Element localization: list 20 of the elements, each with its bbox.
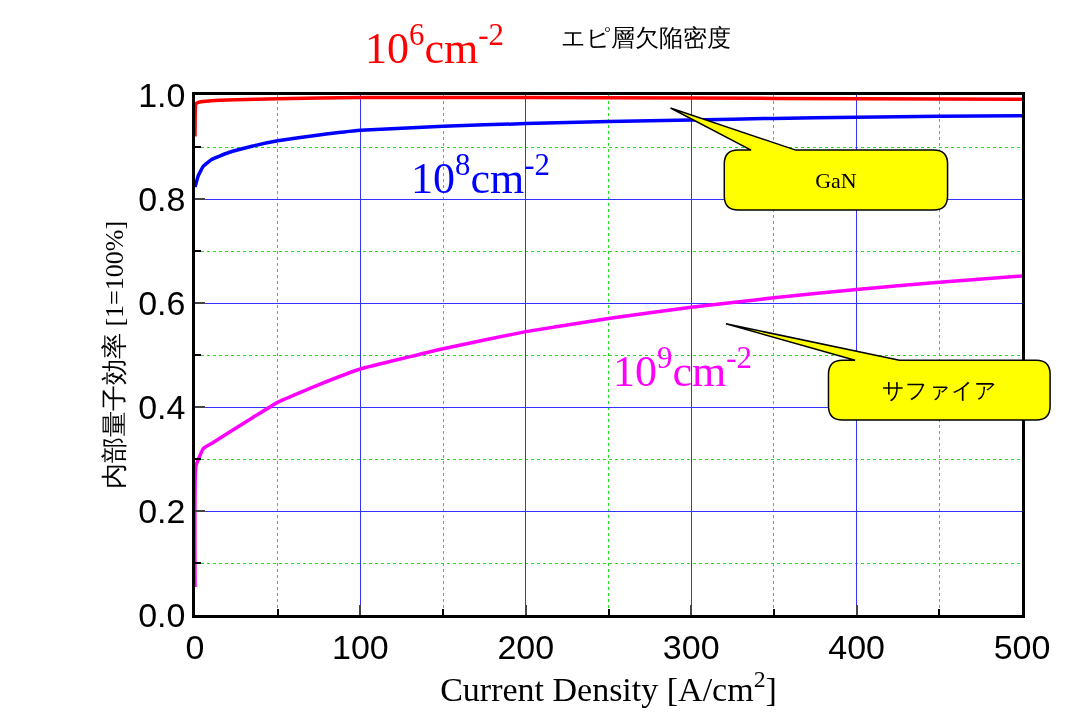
series-label: 10$^{6}$cm$^{-2}$ [365,18,504,74]
chart-title: エピ層欠陥密度 [561,24,731,51]
x-tick-label: 500 [993,627,1051,666]
y-tick-label: 1.0 [138,75,186,114]
y-axis-title: 内部量子効率 [1=100%] [99,220,129,490]
x-tick-label: 200 [497,627,555,666]
y-tick-label: 0.2 [138,491,186,530]
y-tick-label: 0.6 [138,283,186,322]
line-series [195,95,1022,139]
x-tick-label: 400 [828,627,885,666]
y-tick-label: 0.4 [138,387,186,426]
x-tick-label: 0 [185,627,205,666]
y-tick-label: 0.8 [138,179,186,218]
y-tick-label: 0.0 [138,595,186,634]
x-tick-label: 300 [662,627,720,666]
annotation: サファイア [881,378,997,404]
x-axis-title: Current Density [A/cm$^{2}$] [440,665,777,708]
x-tick-label: 100 [332,627,389,666]
annotation: GaN [815,168,857,194]
line-series [195,274,1022,589]
